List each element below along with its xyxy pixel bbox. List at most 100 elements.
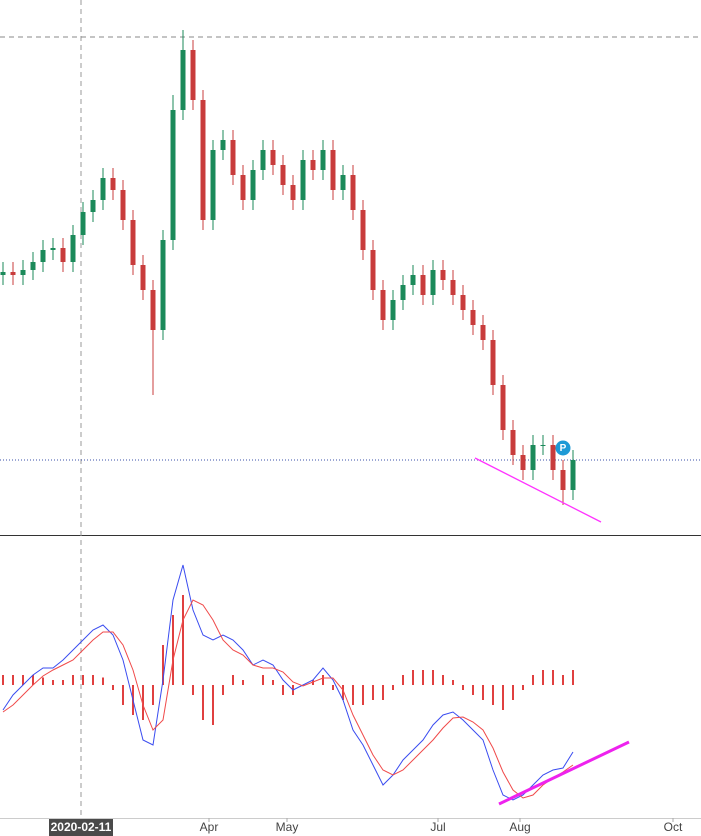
candle-body — [380, 290, 386, 320]
histogram-bar — [492, 685, 494, 705]
histogram-bar — [532, 675, 534, 685]
histogram-bar — [442, 675, 444, 685]
candle-body — [540, 445, 546, 446]
histogram-bar — [372, 685, 374, 700]
candle-body — [110, 178, 116, 190]
histogram-bar — [92, 675, 94, 685]
histogram-bar — [82, 675, 84, 685]
candle-body — [290, 185, 296, 200]
histogram-bar — [12, 675, 14, 685]
candle-body — [360, 210, 366, 250]
candle-body — [550, 445, 556, 470]
histogram-bar — [62, 680, 64, 685]
histogram-bar — [212, 685, 214, 725]
histogram-bar — [422, 670, 424, 685]
x-tick-label: Oct — [664, 820, 683, 834]
histogram-bar — [342, 685, 344, 700]
candle-body — [530, 445, 536, 470]
candle-body — [10, 272, 16, 275]
histogram-bar — [242, 680, 244, 685]
histogram-bar — [52, 680, 54, 685]
histogram-bar — [112, 685, 114, 690]
histogram-bar — [552, 670, 554, 685]
candle-body — [350, 175, 356, 210]
histogram-bar — [332, 685, 334, 690]
candle-body — [420, 275, 426, 295]
candle-body — [430, 270, 436, 295]
macd-line — [2, 564, 574, 801]
x-tick-label: Jul — [430, 820, 445, 834]
candle-body — [480, 325, 486, 340]
candle-body — [440, 270, 446, 280]
trendline — [474, 457, 602, 523]
histogram-bar — [172, 615, 174, 685]
candle-body — [370, 250, 376, 290]
histogram-bar — [402, 675, 404, 685]
marker-label: P — [560, 443, 567, 454]
histogram-bar — [32, 675, 34, 685]
histogram-bar — [152, 685, 154, 705]
candle-body — [60, 248, 66, 262]
crosshair-label-box — [49, 819, 113, 836]
histogram-bar — [22, 675, 24, 685]
histogram-bar — [352, 685, 354, 705]
candle-body — [450, 280, 456, 295]
histogram-bar — [232, 675, 234, 685]
candle-body — [100, 178, 106, 200]
x-tick-label: Apr — [200, 820, 219, 834]
histogram-bar — [192, 685, 194, 695]
candle-body — [50, 248, 56, 250]
histogram-bar — [482, 685, 484, 700]
candle-body — [40, 250, 46, 262]
candle-body — [70, 235, 76, 262]
candle-body — [240, 175, 246, 200]
histogram-bar — [362, 685, 364, 705]
macd-line — [2, 599, 574, 799]
histogram-bar — [162, 645, 164, 685]
candle-body — [200, 100, 206, 220]
candle-body — [190, 50, 196, 100]
candle-body — [510, 430, 516, 455]
candle-body — [150, 290, 156, 330]
candle-body — [170, 110, 176, 240]
candle-body — [20, 270, 26, 275]
x-tick-label: Aug — [509, 820, 530, 834]
candle-body — [390, 300, 396, 320]
candle-body — [490, 340, 496, 385]
candle-body — [260, 150, 266, 170]
candle-body — [0, 272, 6, 275]
histogram-bar — [412, 670, 414, 685]
histogram-bar — [272, 680, 274, 685]
candle-body — [570, 460, 576, 490]
candle-body — [460, 295, 466, 310]
histogram-bar — [282, 685, 284, 695]
crosshair-label: 2020-02-11 — [51, 820, 112, 834]
candle-body — [270, 150, 276, 165]
candle-body — [160, 240, 166, 330]
histogram-bar — [72, 675, 74, 685]
candle-body — [250, 170, 256, 200]
histogram-bar — [432, 670, 434, 685]
histogram-bar — [462, 685, 464, 690]
histogram-bar — [472, 685, 474, 695]
histogram-bar — [522, 685, 524, 690]
candle-body — [140, 265, 146, 290]
histogram-bar — [102, 677, 104, 685]
histogram-bar — [42, 677, 44, 685]
marker — [555, 440, 571, 456]
candle-body — [120, 190, 126, 220]
candle-body — [280, 165, 286, 185]
histogram-bar — [322, 675, 324, 685]
histogram-bar — [452, 680, 454, 685]
candle-body — [520, 455, 526, 470]
candle-body — [560, 470, 566, 490]
histogram-bar — [512, 685, 514, 700]
candle-body — [230, 140, 236, 175]
candle-body — [220, 140, 226, 150]
candle-body — [300, 160, 306, 200]
candle-body — [180, 50, 186, 110]
histogram-bar — [182, 595, 184, 685]
candle-body — [340, 175, 346, 190]
